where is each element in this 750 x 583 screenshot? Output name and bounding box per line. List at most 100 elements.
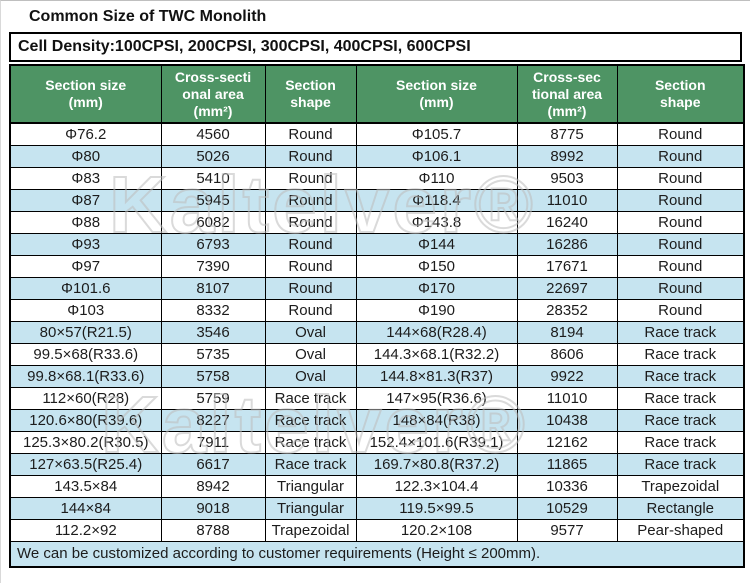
footer-row: We can be customized according to custom… <box>9 541 745 567</box>
cell: 148×84(R38) <box>355 409 518 432</box>
cell: 99.5×68(R33.6) <box>9 343 162 366</box>
cell: 152.4×101.6(R39.1) <box>355 431 518 454</box>
cell: 16240 <box>516 211 618 234</box>
table-row: Φ93 6793 Round Φ144 16286 Round <box>9 233 745 256</box>
cell: Round <box>616 189 745 212</box>
cell: 9503 <box>516 167 618 190</box>
cell: Race track <box>616 387 745 410</box>
page-title: Common Size of TWC Monolith <box>29 8 267 25</box>
cell: Round <box>616 122 745 146</box>
column-header: Section size (mm) <box>355 64 518 124</box>
table-row: 143.5×84 8942 Triangular 122.3×104.4 10336 Tr… <box>9 475 745 498</box>
cell: 5945 <box>160 189 266 212</box>
cell: Round <box>616 145 745 168</box>
cell: 99.8×68.1(R33.6) <box>9 365 162 388</box>
cell: Triangular <box>264 497 357 520</box>
cell: Triangular <box>264 475 357 498</box>
cell: 6617 <box>160 453 266 476</box>
cell: 7390 <box>160 255 266 278</box>
cell: Race track <box>616 431 745 454</box>
table-row: Φ80 5026 Round Φ106.1 8992 Round <box>9 145 745 168</box>
cell: Round <box>616 233 745 256</box>
cell: 144×68(R28.4) <box>355 321 518 344</box>
table-row: 144×84 9018 Triangular 119.5×99.5 10529 Recta… <box>9 497 745 520</box>
table-row: 112×60(R28) 5759 Race track 147×95(R36.6) 11… <box>9 387 745 410</box>
cell: Round <box>264 277 357 300</box>
cell: Oval <box>264 343 357 366</box>
cell: Φ101.6 <box>9 277 162 300</box>
cell: 5735 <box>160 343 266 366</box>
cell: Race track <box>264 387 357 410</box>
table-row: 127×63.5(R25.4) 6617 Race track 169.7×80.8(… <box>9 453 745 476</box>
cell: 80×57(R21.5) <box>9 321 162 344</box>
cell: Race track <box>616 453 745 476</box>
cell: Round <box>264 211 357 234</box>
cell: Round <box>616 211 745 234</box>
table-row: Φ87 5945 Round Φ118.4 11010 Round <box>9 189 745 212</box>
cell: Round <box>264 299 357 322</box>
cell: 9577 <box>516 519 618 542</box>
cell: Round <box>264 145 357 168</box>
cell: 10529 <box>516 497 618 520</box>
cell: 8194 <box>516 321 618 344</box>
cell: Φ170 <box>355 277 518 300</box>
cell: Φ93 <box>9 233 162 256</box>
cell: 9018 <box>160 497 266 520</box>
table-row: Φ88 6082 Round Φ143.8 16240 Round <box>9 211 745 234</box>
cell: Φ76.2 <box>9 122 162 146</box>
column-header: Section size (mm) <box>9 64 162 124</box>
table-row: 112.2×92 8788 Trapezoidal 120.2×108 9577 Pear… <box>9 519 745 542</box>
cell: Round <box>616 299 745 322</box>
cell: 119.5×99.5 <box>355 497 518 520</box>
table-row: Φ103 8332 Round Φ190 28352 Round <box>9 299 745 322</box>
cell: 9922 <box>516 365 618 388</box>
cell: 144.8×81.3(R37) <box>355 365 518 388</box>
cell: Φ144 <box>355 233 518 256</box>
cell: Race track <box>264 431 357 454</box>
cell: 127×63.5(R25.4) <box>9 453 162 476</box>
table-body: Φ76.2 4560 Round Φ105.7 8775 Round Φ80 5026 Roun… <box>9 122 745 542</box>
table-row: 125.3×80.2(R30.5) 7911 Race track 152.4×101… <box>9 431 745 454</box>
cell: 120.2×108 <box>355 519 518 542</box>
cell: Φ88 <box>9 211 162 234</box>
cell: Φ105.7 <box>355 122 518 146</box>
cell: Round <box>616 277 745 300</box>
cell: Φ83 <box>9 167 162 190</box>
table-row: 80×57(R21.5) 3546 Oval 144×68(R28.4) 8194 Rac… <box>9 321 745 344</box>
cell: 5026 <box>160 145 266 168</box>
cell: Round <box>616 167 745 190</box>
table-row: 99.5×68(R33.6) 5735 Oval 144.3×68.1(R32.2) 8… <box>9 343 745 366</box>
cell: 8332 <box>160 299 266 322</box>
column-header: Section shape <box>616 64 745 124</box>
cell: Round <box>264 255 357 278</box>
cell: 8788 <box>160 519 266 542</box>
cell: 12162 <box>516 431 618 454</box>
cell: Φ97 <box>9 255 162 278</box>
footer-note: We can be customized according to custom… <box>9 541 745 567</box>
cell: 5410 <box>160 167 266 190</box>
cell: 8107 <box>160 277 266 300</box>
cell: Φ80 <box>9 145 162 168</box>
cell: 10438 <box>516 409 618 432</box>
cell: Φ190 <box>355 299 518 322</box>
cell: Φ118.4 <box>355 189 518 212</box>
table-row: 99.8×68.1(R33.6) 5758 Oval 144.8×81.3(R37) 9… <box>9 365 745 388</box>
table-row: Φ83 5410 Round Φ110 9503 Round <box>9 167 745 190</box>
cell: Race track <box>616 409 745 432</box>
cell: Oval <box>264 365 357 388</box>
cell: 5759 <box>160 387 266 410</box>
cell: 4560 <box>160 122 266 146</box>
cell: Race track <box>264 453 357 476</box>
cell: 7911 <box>160 431 266 454</box>
cell: Round <box>264 189 357 212</box>
cell: 28352 <box>516 299 618 322</box>
cell: 169.7×80.8(R37.2) <box>355 453 518 476</box>
cell: Round <box>616 255 745 278</box>
cell: 5758 <box>160 365 266 388</box>
cell: 147×95(R36.6) <box>355 387 518 410</box>
cell: 11010 <box>516 387 618 410</box>
cell: 8942 <box>160 475 266 498</box>
cell: 8606 <box>516 343 618 366</box>
cell: 8992 <box>516 145 618 168</box>
cell: 8227 <box>160 409 266 432</box>
